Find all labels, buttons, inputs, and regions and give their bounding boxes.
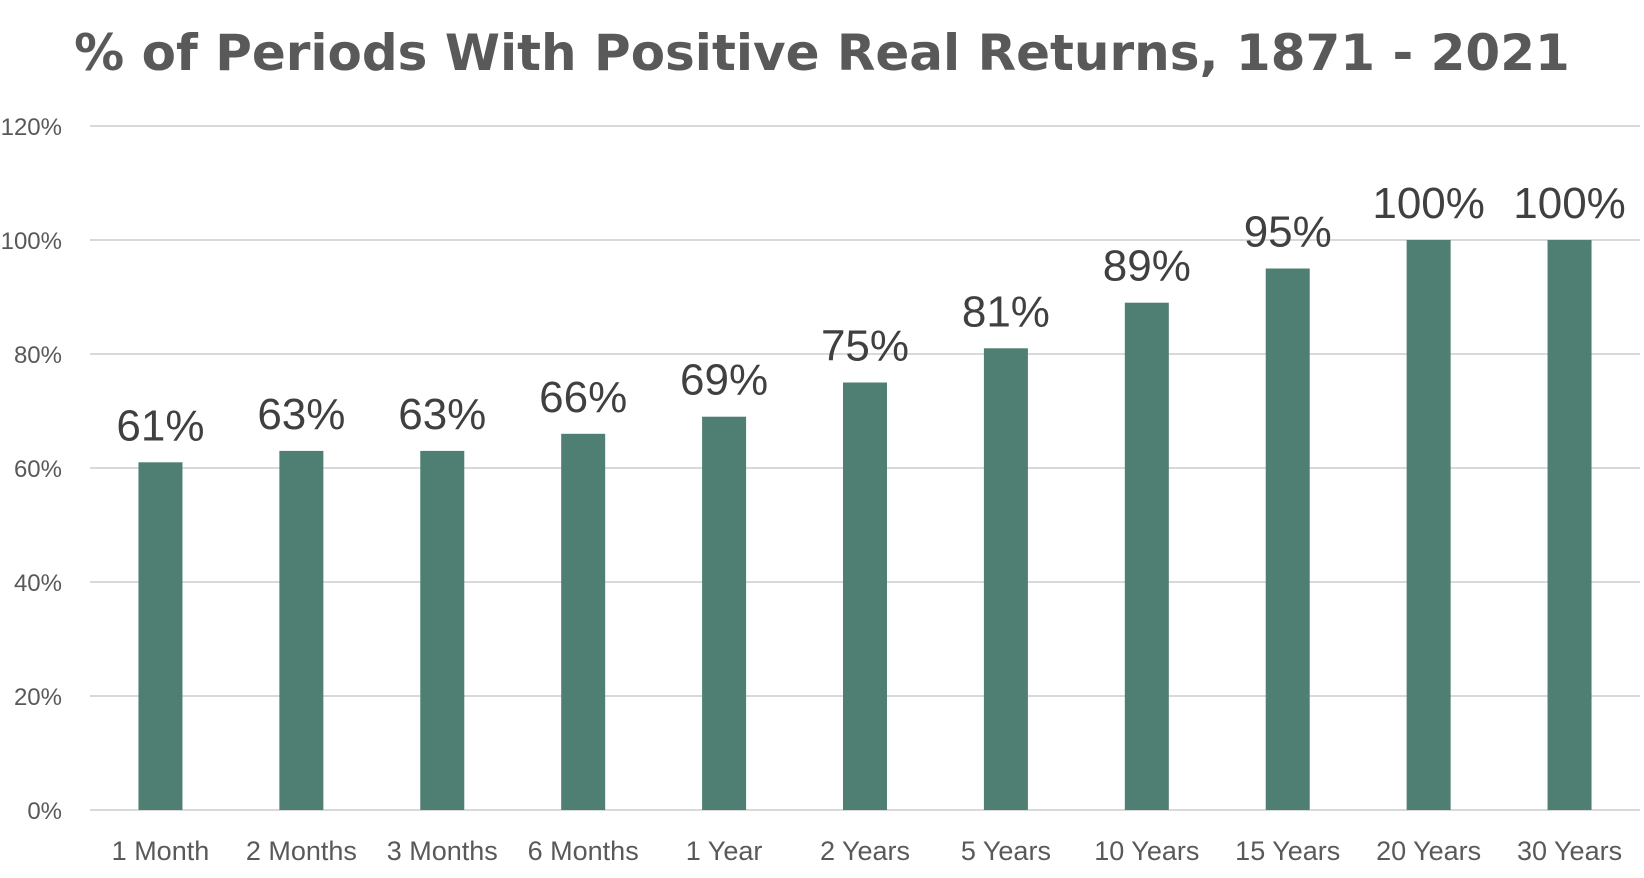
bar: [1547, 240, 1592, 810]
bar: [420, 450, 465, 810]
x-tick-label: 6 Months: [528, 836, 639, 866]
x-tick-label: 20 Years: [1376, 836, 1481, 866]
bars: [138, 240, 1592, 810]
y-tick-label: 40%: [14, 570, 62, 597]
data-label: 66%: [539, 373, 627, 422]
x-tick-label: 2 Years: [820, 836, 910, 866]
bar: [1265, 268, 1310, 810]
data-labels: 61% 63% 63% 66% 69% 75% 81% 89% 95% 100% 100%: [116, 179, 1625, 450]
x-axis-ticks: 1 Month 2 Months 3 Months 6 Months 1 Year 2 Y…: [112, 836, 1622, 866]
chart-title: % of Periods With Positive Real Returns,…: [74, 24, 1570, 82]
y-axis-ticks: 0% 20% 40% 60% 80% 100% 120%: [1, 114, 62, 825]
data-label: 63%: [257, 390, 345, 439]
y-tick-label: 20%: [14, 684, 62, 711]
data-label: 69%: [680, 356, 768, 405]
bar: [1124, 302, 1169, 810]
data-label: 81%: [962, 287, 1050, 336]
x-tick-label: 1 Year: [686, 836, 763, 866]
x-tick-label: 2 Months: [246, 836, 357, 866]
data-label: 100%: [1513, 179, 1626, 228]
data-label: 63%: [398, 390, 486, 439]
data-label: 75%: [821, 322, 909, 371]
data-label: 61%: [116, 401, 204, 450]
data-label: 95%: [1244, 208, 1332, 257]
y-tick-label: 120%: [1, 114, 62, 141]
bar: [983, 348, 1028, 810]
y-tick-label: 100%: [1, 228, 62, 255]
bar: [279, 450, 324, 810]
bar: [561, 433, 606, 810]
x-tick-label: 3 Months: [387, 836, 498, 866]
bar: [138, 462, 183, 810]
bar: [843, 382, 887, 810]
x-tick-label: 10 Years: [1094, 836, 1199, 866]
y-tick-label: 0%: [27, 798, 62, 825]
y-tick-label: 80%: [14, 342, 62, 369]
bar: [702, 416, 747, 810]
data-label: 100%: [1372, 179, 1485, 228]
x-tick-label: 15 Years: [1235, 836, 1340, 866]
bar: [1406, 240, 1451, 810]
data-label: 89%: [1103, 242, 1191, 291]
x-tick-label: 5 Years: [961, 836, 1051, 866]
x-tick-label: 30 Years: [1517, 836, 1622, 866]
y-tick-label: 60%: [14, 456, 62, 483]
x-tick-label: 1 Month: [112, 836, 210, 866]
